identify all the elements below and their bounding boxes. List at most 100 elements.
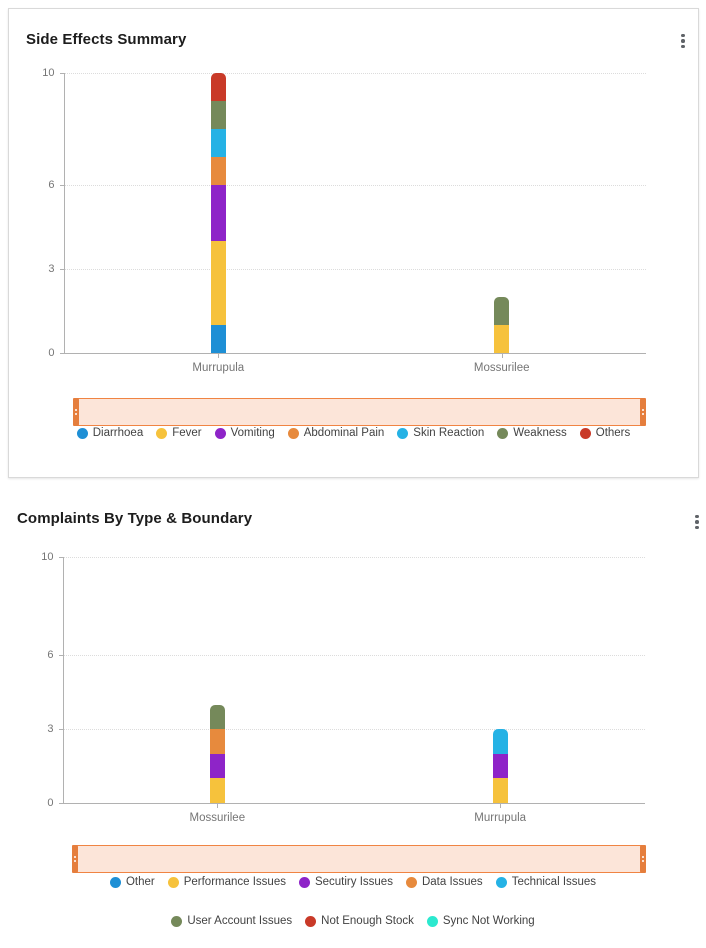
bar-segment-fever[interactable] <box>494 325 510 353</box>
legend-item-diarrhoea[interactable]: Diarrhoea <box>76 427 144 439</box>
gridline <box>62 728 645 730</box>
legend-label: Fever <box>172 427 202 439</box>
y-axis-tick-label: 0 <box>48 347 55 359</box>
bar-segment-others[interactable] <box>210 73 226 101</box>
bar-segment-secutiry-issues[interactable] <box>492 753 508 779</box>
legend-item-vomiting[interactable]: Vomiting <box>214 427 275 439</box>
kebab-menu-icon[interactable] <box>676 31 690 51</box>
y-axis-tick <box>58 728 63 730</box>
side-effects-summary-card: 0 3 6 10 Murrupula Mossurilee Side Effects Su… <box>8 8 699 478</box>
bar-segment-fever[interactable] <box>210 241 226 325</box>
legend-item-other[interactable]: Other <box>109 876 155 888</box>
x-axis-tick <box>501 354 503 358</box>
bar-segment-weakness[interactable] <box>494 297 510 325</box>
legend-row: Diarrhoea Fever Vomiting Abdominal Pain Skin… <box>9 427 698 439</box>
chart-range-filter[interactable] <box>72 845 646 873</box>
chart-legend: Diarrhoea Fever Vomiting Abdominal Pain Skin… <box>9 427 698 439</box>
bar-segment-skin-reaction[interactable] <box>210 129 226 157</box>
legend-item-fever[interactable]: Fever <box>156 427 202 439</box>
legend-item-data-issues[interactable]: Data Issues <box>405 876 483 888</box>
y-axis-tick <box>59 268 64 270</box>
legend-item-not-enough-stock[interactable]: Not Enough Stock <box>305 915 414 927</box>
bar-segment-user-account-issues[interactable] <box>209 704 225 730</box>
legend-label: User Account Issues <box>187 915 293 927</box>
range-filter-right-handle[interactable] <box>640 398 646 426</box>
range-filter-left-handle[interactable] <box>73 398 79 426</box>
legend-label: Skin Reaction <box>413 427 485 439</box>
complaints-by-type-card: 0 3 6 10 Mossurilee Murrupula Complaints By T… <box>0 488 706 948</box>
x-axis-category-label: Mossurilee <box>189 812 246 824</box>
legend-label: Sync Not Working <box>442 915 535 927</box>
x-axis-tick <box>218 354 220 358</box>
legend-item-abdominal-pain[interactable]: Abdominal Pain <box>287 427 385 439</box>
chart-range-filter[interactable] <box>73 398 646 426</box>
legend-label: Performance Issues <box>183 876 286 888</box>
kebab-menu-icon[interactable] <box>690 512 704 532</box>
legend-item-sync-not-working[interactable]: Sync Not Working <box>426 915 535 927</box>
bar-segment-diarrhoea[interactable] <box>210 325 226 353</box>
legend-label: Vomiting <box>230 427 275 439</box>
y-axis-tick-label: 10 <box>42 67 55 79</box>
legend-label: Data Issues <box>421 876 483 888</box>
legend-row: User Account Issues Not Enough Stock Sync … <box>0 915 706 927</box>
gridline <box>63 268 646 270</box>
legend-color-dot <box>167 876 179 888</box>
legend-item-weakness[interactable]: Weakness <box>497 427 567 439</box>
gridline <box>63 72 646 74</box>
complaints-stacked-bar-chart: 0 3 6 10 Mossurilee Murrupula <box>0 488 706 948</box>
legend-color-dot <box>76 427 88 439</box>
legend-color-dot <box>497 427 509 439</box>
chart-title: Side Effects Summary <box>26 31 187 48</box>
x-axis-category-label: Murrupula <box>192 362 245 374</box>
bar-segment-technical-issues[interactable] <box>492 729 508 754</box>
bar-segment-secutiry-issues[interactable] <box>209 753 225 779</box>
bar-segment-abdominal-pain[interactable] <box>210 157 226 185</box>
range-filter-right-handle[interactable] <box>640 845 646 873</box>
legend-item-user-account-issues[interactable]: User Account Issues <box>171 915 292 927</box>
y-axis-tick <box>59 72 64 74</box>
legend-color-dot <box>397 427 409 439</box>
legend-label: Abdominal Pain <box>303 427 385 439</box>
bar-segment-performance-issues[interactable] <box>492 778 508 803</box>
x-axis-category-label: Mossurilee <box>473 362 530 374</box>
legend-color-dot <box>426 915 438 927</box>
legend-label: Other <box>125 876 155 888</box>
legend-color-dot <box>171 915 183 927</box>
legend-color-dot <box>214 427 226 439</box>
x-axis-tick <box>217 804 219 808</box>
y-axis-line <box>63 73 65 353</box>
x-axis-line <box>62 803 645 804</box>
y-axis-tick <box>59 352 64 354</box>
y-axis-line <box>62 557 64 803</box>
x-axis-tick <box>500 804 502 808</box>
legend-color-dot <box>405 876 417 888</box>
chart-title: Complaints By Type & Boundary <box>17 510 253 527</box>
legend-color-dot <box>298 876 310 888</box>
legend-label: Diarrhoea <box>92 427 144 439</box>
gridline <box>62 654 645 656</box>
legend-item-performance-issues[interactable]: Performance Issues <box>167 876 286 888</box>
legend-color-dot <box>156 427 168 439</box>
y-axis-tick-label: 10 <box>41 551 54 563</box>
y-axis-tick-label: 3 <box>48 263 55 275</box>
bar-segment-performance-issues[interactable] <box>209 778 225 803</box>
x-axis-line <box>63 353 646 354</box>
side-effects-stacked-bar-chart: 0 3 6 10 Murrupula Mossurilee <box>9 9 698 477</box>
range-filter-left-handle[interactable] <box>72 845 78 873</box>
gridline <box>62 556 645 558</box>
bar-segment-vomiting[interactable] <box>210 185 226 241</box>
legend-label: Secutiry Issues <box>314 876 393 888</box>
legend-label: Not Enough Stock <box>321 915 414 927</box>
legend-item-secutiry-issues[interactable]: Secutiry Issues <box>298 876 393 888</box>
legend-color-dot <box>287 427 299 439</box>
legend-color-dot <box>495 876 507 888</box>
legend-row: Other Performance Issues Secutiry Issues Da… <box>0 876 706 888</box>
y-axis-tick <box>59 184 64 186</box>
legend-item-technical-issues[interactable]: Technical Issues <box>495 876 596 888</box>
bar-segment-data-issues[interactable] <box>209 729 225 754</box>
legend-item-others[interactable]: Others <box>579 427 630 439</box>
legend-item-skin-reaction[interactable]: Skin Reaction <box>397 427 484 439</box>
legend-color-dot <box>579 427 591 439</box>
chart-legend: Other Performance Issues Secutiry Issues Da… <box>0 876 706 927</box>
bar-segment-weakness[interactable] <box>210 101 226 129</box>
